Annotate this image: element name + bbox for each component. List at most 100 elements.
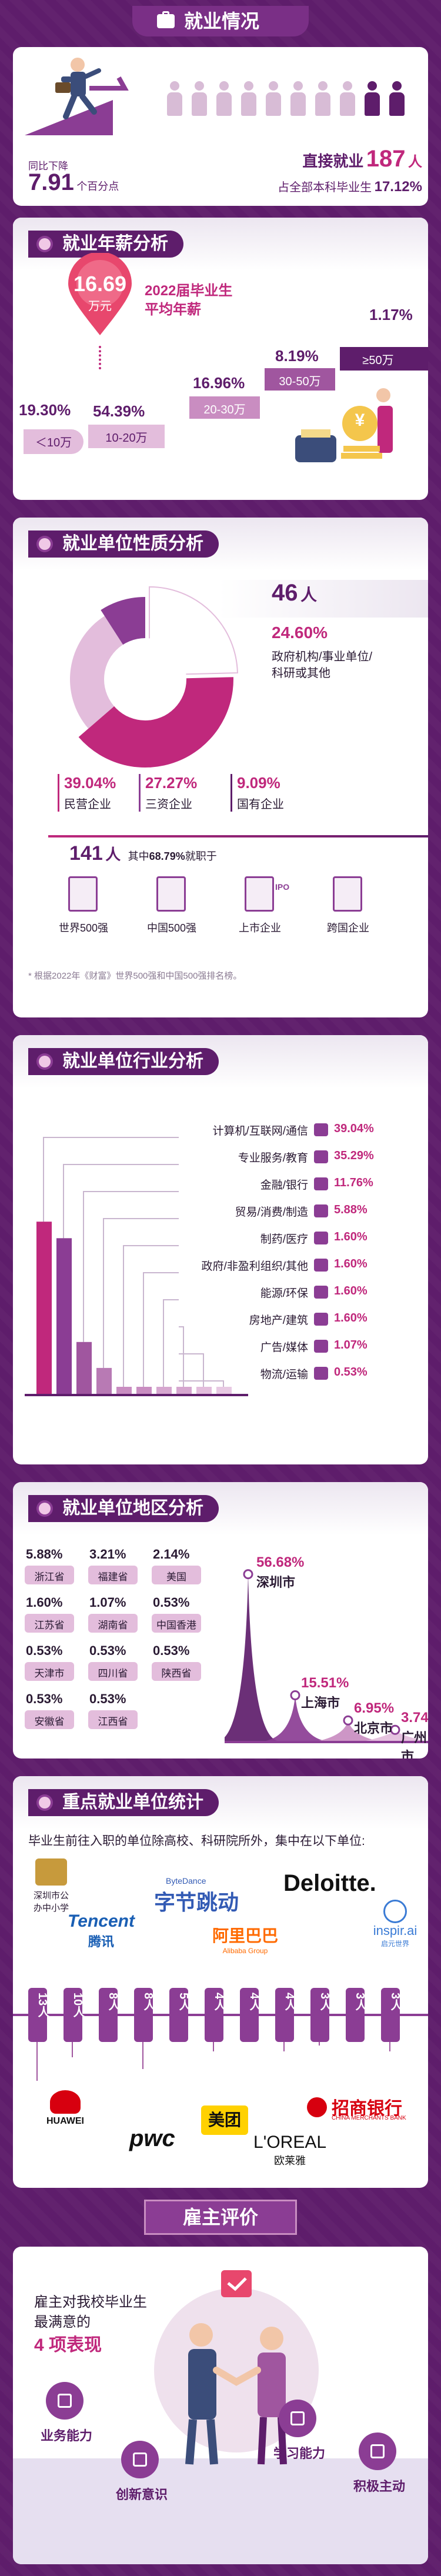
company-type-label: 上市企业 — [239, 922, 281, 934]
region-label: 浙江省 — [34, 1571, 65, 1583]
region-peak-labels: 56.68% 深圳市 15.51% 上海市 6.95% 北京市 3.74% 广州市 — [225, 1535, 428, 1759]
person-body — [167, 92, 182, 116]
company-type-label: 中国500强 — [146, 922, 197, 934]
step-1-label — [24, 429, 83, 454]
eval-title-box: 雇主评价 — [144, 2200, 297, 2235]
average-salary-pin — [68, 253, 132, 335]
employer-tail — [36, 2016, 38, 2081]
region-peak-pct: 15.51% — [301, 1675, 349, 1691]
trait-label: 积极主动 — [353, 2479, 405, 2494]
step-1-label-text: ＜10万 — [35, 436, 72, 449]
multinational-icon — [333, 876, 362, 912]
pin-dots — [99, 346, 101, 369]
step-2-label: 10-20万 — [105, 432, 148, 445]
employer-count-text: 8人 — [142, 1993, 155, 2011]
step-3-label: 20-30万 — [203, 403, 246, 416]
briefcase-handle — [162, 11, 169, 15]
employer-count-tag — [275, 1988, 294, 2042]
region-peak — [319, 1720, 377, 1741]
industry-bar — [96, 1367, 112, 1394]
trait-icon-glyph — [290, 2411, 305, 2425]
company-type-item: IPO 上市企业 — [225, 876, 295, 947]
employer-count-tag — [346, 1988, 365, 2042]
person-body — [216, 92, 232, 116]
loreal-cn: 欧莱雅 — [274, 2155, 306, 2167]
company-type-label: 跨国企业 — [327, 922, 369, 934]
salary-step-1: 19.30% ＜10万 — [13, 401, 83, 471]
industry-list: 计算机/互联网/通信 39.04% 专业服务/教育 35.29% 金融/银行 11.76%… — [183, 1122, 419, 1451]
step-3-box — [189, 396, 260, 419]
region-peak-label: 广州市 — [401, 1730, 427, 1759]
region-card: 就业单位地区分析 5.88% 浙江省 3.21% 福建省 2.14% 美国 1.60% 江苏省… — [13, 1482, 428, 1759]
salary-card: 就业年薪分析 16.69 万元 2022届毕业生 平均年薪 19.30% ＜10… — [13, 218, 428, 500]
industry-guide-line — [83, 1191, 179, 1342]
industry-guide-line — [143, 1272, 179, 1387]
person-icon — [363, 81, 381, 116]
region-label: 福建省 — [98, 1571, 128, 1583]
industry-pct: 1.07% — [334, 1339, 368, 1352]
gov-label-2: 科研或其他 — [272, 667, 330, 680]
region-pct: 5.88% — [26, 1547, 63, 1561]
person-head — [195, 81, 204, 91]
yoy-block: 7.91 个百分点 — [28, 169, 119, 196]
industry-baseline — [25, 1394, 248, 1396]
step-2-box — [88, 425, 165, 448]
region-peak — [225, 1574, 278, 1741]
yoy-unit: 个百分点 — [76, 181, 119, 192]
industry-bar — [156, 1387, 172, 1394]
step-3-pct: 16.96% — [193, 374, 245, 392]
trait-label: 业务能力 — [40, 2428, 92, 2443]
industry-section-title: 就业单位行业分析 — [28, 1048, 219, 1075]
region-label: 陕西省 — [161, 1668, 192, 1679]
gov-count: 46 — [272, 580, 298, 606]
trait-icon-glyph — [133, 2452, 147, 2467]
person-body — [365, 92, 380, 116]
industry-label: 专业服务/教育 — [238, 1152, 308, 1164]
region-pct: 0.53% — [153, 1595, 190, 1610]
gear-icon — [314, 1204, 328, 1217]
region-pct: 0.53% — [89, 1691, 126, 1706]
people-icon-row — [166, 81, 413, 116]
share-label: 占全部本科毕业生 — [278, 181, 372, 194]
globe-building-icon — [68, 876, 98, 912]
salary-step-5: 1.17% ≥50万 — [340, 306, 428, 371]
employer-tail — [142, 2016, 143, 2069]
eval-line-2: 最满意的 — [34, 2314, 91, 2330]
industry-pct: 5.88% — [334, 1203, 368, 1216]
employer-count-text: 8人 — [106, 1993, 119, 2011]
direct-value: 187 — [366, 146, 406, 172]
industry-pct: 0.53% — [334, 1366, 368, 1379]
person-head — [219, 81, 229, 91]
pwc-logo: pwc — [129, 2125, 175, 2151]
region-label: 江苏省 — [34, 1620, 65, 1631]
person-head — [368, 81, 377, 91]
region-pct: 2.14% — [153, 1547, 190, 1561]
top-count-block: 141 人 其中68.79%就职于 — [69, 842, 217, 865]
step-4-label: 30-50万 — [279, 375, 321, 388]
industry-section-header: 就业单位行业分析 — [13, 1035, 428, 1088]
slice-label-private: 39.04% 民营企业 — [58, 774, 146, 812]
step-5-pct: 1.17% — [369, 306, 413, 323]
industry-guide-line — [63, 1164, 179, 1239]
gov-count-block: 46 人 — [272, 580, 317, 606]
eval-title: 雇主评价 — [182, 2207, 258, 2228]
industry-label: 能源/环保 — [260, 1287, 308, 1300]
person-body — [315, 92, 330, 116]
state-pct: 9.09% — [237, 774, 280, 792]
donut-slice-private — [78, 677, 234, 768]
industry-guide-line — [179, 1326, 184, 1387]
region-label-box — [152, 1566, 201, 1584]
employers-section-header: 重点就业单位统计 — [13, 1776, 428, 1829]
region-label: 江西省 — [98, 1716, 128, 1727]
inspir-mark-icon — [383, 1900, 407, 1923]
share-value: 17.12% — [374, 179, 422, 195]
trait-icon-glyph — [370, 2444, 385, 2458]
industry-pct: 39.04% — [334, 1122, 374, 1135]
inspir-en: inspir.ai — [373, 1923, 417, 1938]
region-label-box — [152, 1614, 201, 1633]
industry-pct: 1.60% — [334, 1257, 368, 1270]
region-peak-label: 北京市 — [354, 1721, 393, 1736]
briefcase-icon — [157, 14, 175, 28]
yen-symbol: ¥ — [355, 411, 365, 430]
region-label-box — [88, 1614, 138, 1633]
